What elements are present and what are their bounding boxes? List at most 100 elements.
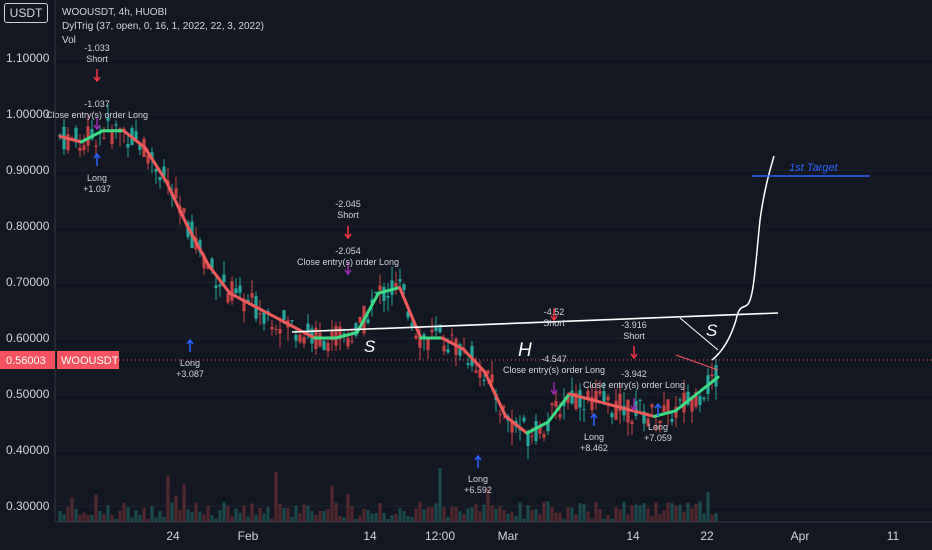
candle-body — [426, 338, 430, 351]
volume-bar — [522, 518, 526, 522]
volume-bar — [166, 475, 170, 522]
candle-body — [622, 405, 626, 416]
y-axis: 0.30000 0.40000 0.50000 0.60000 0.70000 0.800… — [6, 0, 56, 522]
long-arrow-head — [654, 402, 662, 409]
volume-bar — [102, 514, 106, 522]
close-arrow-head — [93, 124, 101, 131]
candle-body — [394, 282, 398, 287]
candle-body — [350, 340, 354, 342]
volume-bar — [274, 471, 278, 522]
y-tick-label: 0.50000 — [6, 387, 50, 401]
marker-label: Short — [543, 318, 565, 328]
y-tick-label: 0.90000 — [6, 163, 50, 177]
volume-bar — [426, 507, 430, 522]
volume-bar — [546, 501, 550, 522]
pattern-label-left-shoulder: S — [364, 337, 376, 356]
symbol-title: WOOUSDT, 4h, HUOBI — [62, 7, 168, 18]
indicator-title: DylTrig (37, open, 0, 16, 1, 2022, 22, 3… — [62, 21, 264, 32]
volume-bar — [294, 505, 298, 522]
volume-bar — [674, 505, 678, 522]
candle-body — [554, 400, 558, 407]
candle-body — [226, 293, 230, 303]
candle-body — [114, 124, 118, 126]
volume-bar — [394, 513, 398, 522]
close-arrow-head — [344, 269, 352, 276]
volume-bar — [526, 505, 530, 522]
volume-bar — [650, 516, 654, 522]
volume-bar — [598, 509, 602, 522]
candle-body — [422, 334, 426, 338]
close-arrow-head — [550, 389, 558, 396]
candle-body — [458, 344, 462, 356]
symbol-badge-label: WOOUSDT — [61, 355, 119, 367]
neckline — [291, 312, 779, 333]
candle-body — [450, 334, 454, 336]
volume-bar — [66, 506, 70, 522]
marker-value: -3.942 — [621, 369, 647, 379]
marker-label: Close entry(s) order Long — [297, 257, 399, 267]
candle-body — [446, 349, 450, 353]
y-tick-label: 0.80000 — [6, 219, 50, 233]
volume-bar — [574, 514, 578, 522]
candle-body — [202, 254, 206, 269]
candle-body — [214, 285, 218, 289]
ma-segment — [228, 291, 253, 306]
pattern-label-head: H — [518, 340, 532, 361]
ma-segment — [674, 392, 699, 413]
marker-value: +6.592 — [464, 485, 492, 495]
volume-bar — [486, 488, 490, 522]
volume-bar — [618, 509, 622, 522]
candle-body — [274, 328, 278, 330]
volume-bar — [434, 503, 438, 522]
candle-body — [234, 288, 238, 294]
candle-body — [138, 144, 142, 150]
volume-bar — [154, 517, 158, 522]
candle-body — [598, 391, 602, 394]
volume-bar — [606, 514, 610, 522]
ma-segment — [525, 420, 550, 435]
volume-bar — [418, 501, 422, 522]
volume-bar — [406, 516, 410, 522]
volume-bar — [586, 511, 590, 522]
candle-body — [290, 320, 294, 322]
volume-bar — [622, 501, 626, 522]
volume-bar — [146, 518, 150, 522]
candle-body — [670, 418, 674, 422]
marker-label: Long — [87, 173, 107, 183]
volume-bar — [578, 503, 582, 522]
candle-body — [390, 280, 394, 295]
volume-bar — [250, 503, 254, 522]
volume-bar — [270, 518, 274, 522]
volume-bar — [114, 518, 118, 522]
short-arrow-head — [93, 76, 101, 83]
long-arrow-head — [474, 454, 482, 461]
candle-body — [486, 370, 490, 374]
volume-bar — [238, 512, 242, 522]
marker-label: Long — [468, 474, 488, 484]
x-tick-label: 14 — [626, 529, 640, 543]
volume-bar — [334, 502, 338, 522]
currency-label[interactable]: USDT — [4, 3, 48, 23]
volume-bar — [318, 510, 322, 522]
candle-body — [134, 131, 138, 140]
candle-body — [686, 391, 690, 405]
ma-segment — [58, 134, 83, 144]
candle-body — [442, 345, 446, 352]
volume-bar — [78, 514, 82, 522]
volume-bar — [162, 516, 166, 522]
marker-value: -2.045 — [335, 199, 361, 209]
candle-body — [282, 310, 286, 320]
ma-segment — [249, 302, 274, 318]
volume-bar — [646, 508, 650, 522]
volume-bar — [70, 497, 74, 522]
candle-body — [406, 311, 410, 318]
candle-body — [542, 434, 546, 438]
volume-bar — [702, 513, 706, 522]
candle-body — [650, 404, 654, 408]
candle-body — [270, 326, 274, 330]
volume-bar — [242, 505, 246, 522]
candle-body — [182, 208, 186, 213]
